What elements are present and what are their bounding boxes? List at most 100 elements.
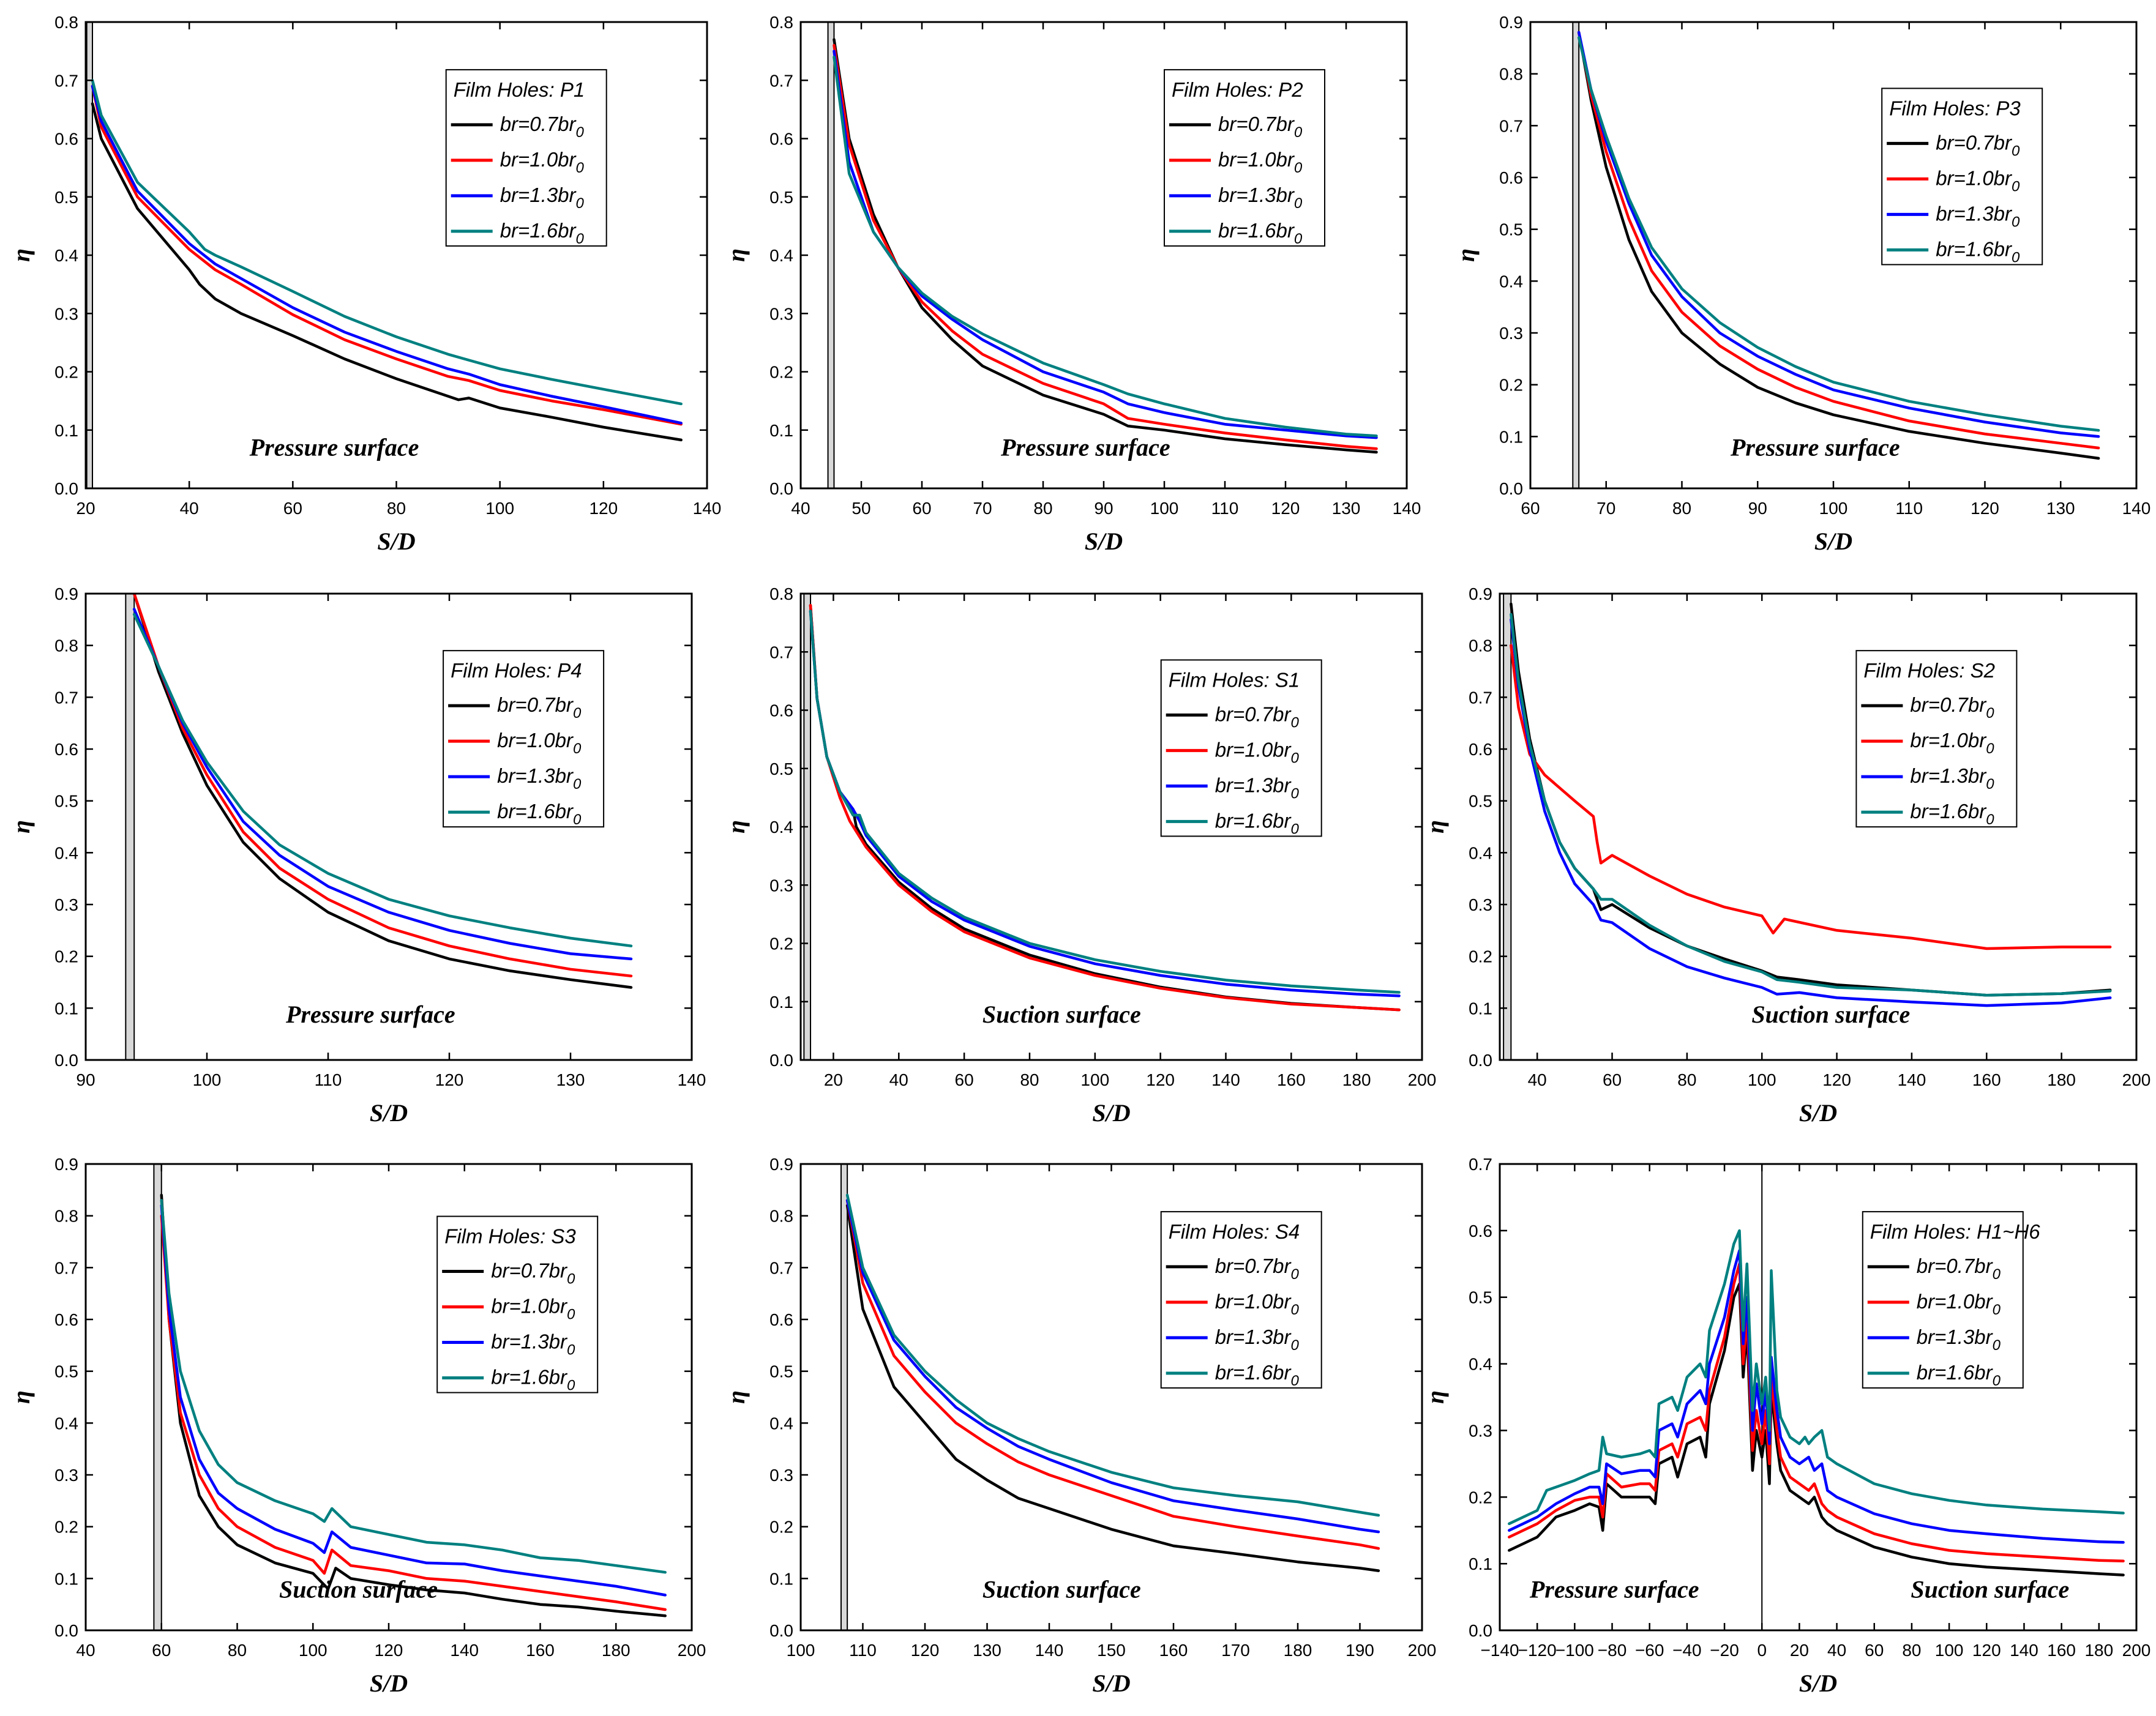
legend-label-subscript: 0	[573, 776, 582, 793]
series-line-br1.6br0	[160, 1199, 667, 1574]
series-line-br1.0br0	[845, 1199, 1380, 1550]
x-tick-label: 40	[791, 499, 810, 518]
y-tick-label: 0.0	[1469, 1051, 1492, 1070]
legend-title: Film Holes: H1~H6	[1870, 1220, 2040, 1243]
x-axis-title: S/D	[1799, 1099, 1837, 1127]
x-axis-title: S/D	[377, 528, 415, 555]
x-axis-title: S/D	[1092, 1669, 1130, 1697]
y-tick-label: 0.8	[769, 584, 793, 603]
legend-label-subscript: 0	[573, 705, 582, 722]
plot-frame	[84, 592, 693, 1061]
y-tick-label: 0.0	[54, 1621, 78, 1640]
x-tick-label: 120	[589, 499, 618, 518]
legend-label-subscript: 0	[576, 160, 585, 176]
x-tick-label: −80	[1598, 1641, 1627, 1660]
panel-s4: 100 110 120 130 140 150 160 170 180 190 200 0.0 0.1 0…	[722, 1155, 1436, 1697]
legend-label: br=0.7br0	[500, 113, 585, 141]
legend-label-subscript: 0	[1986, 776, 1994, 793]
series-line-br1.0br0	[833, 43, 1378, 450]
legend-label-subscript: 0	[576, 231, 585, 247]
plot-frame	[799, 1163, 1423, 1632]
x-tick-label: 100	[1150, 499, 1179, 518]
legend-label: br=1.3br0	[1936, 202, 2020, 230]
x-tick-label: 40	[76, 1641, 95, 1660]
legend-label-main: br=1.0br	[491, 1295, 568, 1318]
series-line-br0.7br0	[1508, 1282, 2125, 1576]
panel-p2: 40 50 60 70 80 90 100 110 120 130 140 0.0 0.1 0.2 0.3 0…	[722, 13, 1421, 555]
legend-label-subscript: 0	[567, 1307, 575, 1323]
x-tick-label: 200	[2122, 1641, 2151, 1660]
x-tick-label: 0	[1757, 1641, 1767, 1660]
y-tick-label: 0.8	[769, 1207, 793, 1226]
y-tick-label: 0.4	[54, 246, 78, 265]
y-tick-label: 0.4	[769, 1414, 793, 1433]
legend-box	[1160, 1211, 1322, 1389]
legend-title: Film Holes: P1	[454, 78, 585, 101]
x-tick-label: 120	[1822, 1070, 1851, 1089]
legend-label-main: br=1.0br	[1936, 166, 2013, 189]
x-axis-title: S/D	[1092, 1099, 1130, 1127]
legend-label: br=0.7br0	[1215, 703, 1300, 731]
x-tick-label: −140	[1480, 1641, 1519, 1660]
series-line-br1.0br0	[91, 84, 683, 426]
legend-label: br=1.0br0	[1936, 166, 2020, 195]
x-axis-title: S/D	[1799, 1669, 1837, 1697]
x-tick-label: 90	[76, 1070, 95, 1089]
legend-box	[443, 650, 605, 828]
legend-title: Film Holes: S1	[1169, 668, 1300, 691]
legend-label: br=0.7br0	[1218, 113, 1303, 141]
x-tick-label: −100	[1555, 1641, 1594, 1660]
legend-title: Film Holes: P2	[1172, 78, 1303, 101]
series-line-br1.6br0	[809, 610, 1401, 994]
series-line-br1.0br0	[160, 1214, 667, 1611]
x-tick-label: 140	[1211, 1070, 1240, 1089]
x-tick-label: 20	[76, 499, 95, 518]
y-tick-label: 0.2	[54, 947, 78, 966]
x-tick-label: 100	[485, 499, 514, 518]
x-tick-label: 200	[678, 1641, 706, 1660]
x-tick-label: 80	[1033, 499, 1052, 518]
series-line-br1.0br0	[132, 594, 633, 978]
x-axis-title: S/D	[1814, 528, 1852, 555]
y-tick-label: 0.4	[54, 1414, 78, 1433]
y-tick-label: 0.7	[1469, 688, 1492, 707]
y-tick-label: 0.5	[54, 1362, 78, 1381]
legend-label-main: br=0.7br	[1917, 1255, 1994, 1277]
legend-label-main: br=1.3br	[1917, 1326, 1994, 1348]
x-tick-label: 110	[849, 1641, 877, 1660]
series-line-br1.3br0	[1577, 31, 2100, 438]
legend-label-main: br=0.7br	[1218, 113, 1295, 135]
legend-label: br=1.6br0	[1936, 237, 2020, 266]
x-tick-label: 40	[889, 1070, 908, 1089]
legend-label: br=0.7br0	[1215, 1255, 1300, 1283]
series-line-br1.6br0	[91, 79, 683, 406]
legend-label: br=1.0br0	[1215, 738, 1300, 766]
x-tick-label: 60	[912, 499, 931, 518]
x-tick-label: 70	[973, 499, 992, 518]
legend-label: br=1.3br0	[491, 1330, 575, 1359]
legend-box	[436, 1215, 599, 1393]
legend-label-main: br=1.6br	[491, 1366, 568, 1389]
surface-label: Suction surface	[983, 1001, 1141, 1028]
y-tick-label: 0.0	[769, 479, 793, 498]
x-tick-label: 130	[1332, 499, 1361, 518]
x-axis-title: S/D	[370, 1099, 408, 1127]
x-tick-label: 70	[1596, 499, 1615, 518]
legend-label: br=1.6br0	[1917, 1361, 2001, 1389]
plot-frame	[799, 592, 1423, 1061]
y-tick-label: 0.2	[1469, 947, 1492, 966]
surface-label: Suction surface	[1751, 1001, 1910, 1028]
legend-label-subscript: 0	[1986, 705, 1994, 722]
y-tick-label: 0.1	[54, 421, 78, 440]
legend-box	[1160, 659, 1322, 837]
panel-p4: 90 100 110 120 130 140 0.0 0.1 0.2 0.3 0.4 0.5 0.6 0.…	[7, 584, 706, 1127]
legend-label-main: br=1.3br	[1215, 774, 1292, 796]
y-tick-label: 0.7	[54, 1258, 78, 1277]
y-tick-label: 0.4	[1469, 1355, 1492, 1374]
film-hole-band	[840, 1163, 848, 1631]
surface-label: Suction surface	[279, 1576, 438, 1603]
legend-label-main: br=1.3br	[1910, 764, 1987, 787]
surface-label: Pressure surface	[1730, 434, 1900, 461]
x-tick-label: 170	[1221, 1641, 1250, 1660]
panel-h1-h6: −140−120−100 −80 −60 −40 −20 0 20 40 60 80 100 120 1…	[1421, 1155, 2150, 1697]
